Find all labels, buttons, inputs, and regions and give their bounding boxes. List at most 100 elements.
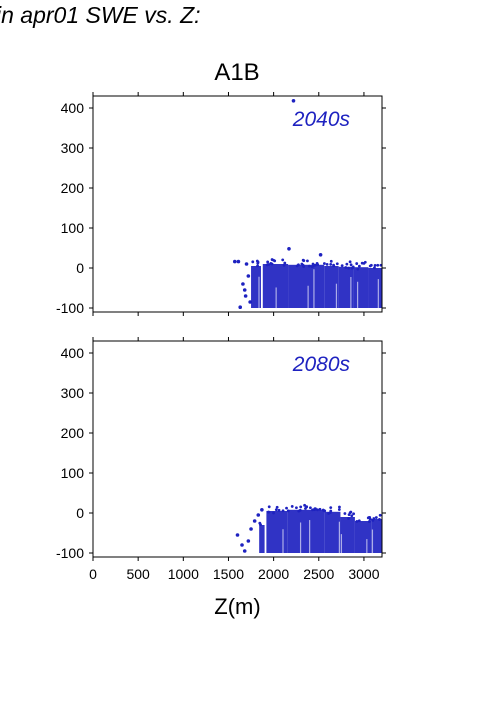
- data-point: [315, 262, 319, 265]
- gap-streak: [377, 279, 379, 312]
- data-point: [323, 509, 327, 513]
- gap-streak: [275, 287, 277, 312]
- data-point: [299, 505, 303, 509]
- data-point: [357, 519, 361, 523]
- data-point: [246, 539, 251, 543]
- y-tick-label: -100: [56, 545, 84, 561]
- data-point: [282, 263, 286, 267]
- y-tick-label: 0: [76, 260, 84, 276]
- data-point: [235, 533, 240, 537]
- data-point: [363, 260, 367, 264]
- data-point: [308, 506, 312, 510]
- data-point: [347, 266, 351, 270]
- point-cloud: [340, 517, 355, 553]
- gap-streak: [371, 529, 374, 557]
- point-cloud: [266, 511, 288, 553]
- panel-bottom: -100 0 100 200 300 400 0 500 1000 1500 2000 2500 300…: [56, 337, 386, 619]
- y-tick-label: 200: [61, 425, 85, 441]
- data-point: [350, 514, 354, 518]
- data-point: [340, 264, 344, 268]
- data-point: [303, 503, 307, 507]
- figure-title: in apr01 SWE vs. Z:: [0, 2, 201, 28]
- data-point: [367, 516, 371, 519]
- data-point: [269, 261, 273, 265]
- y-tick-label: 400: [61, 345, 85, 361]
- data-point: [343, 512, 347, 515]
- data-point: [313, 507, 317, 511]
- data-point: [256, 260, 260, 264]
- data-point: [306, 259, 309, 263]
- data-point: [291, 99, 296, 103]
- data-point: [242, 549, 247, 553]
- x-tick-label: 2000: [258, 566, 289, 582]
- data-point: [352, 512, 356, 516]
- data-point: [281, 509, 285, 513]
- gap-streak: [366, 539, 368, 557]
- gap-streak: [350, 276, 352, 312]
- plot-frame: [92, 340, 383, 558]
- point-cloud: [251, 266, 261, 308]
- data-point: [360, 261, 364, 265]
- data-point: [373, 266, 376, 270]
- gap-streak: [307, 285, 309, 312]
- data-point: [329, 259, 333, 263]
- data-point: [348, 260, 352, 264]
- gap-streak: [282, 529, 284, 557]
- y-tick-label: 300: [61, 385, 85, 401]
- plot-frame: [92, 95, 383, 313]
- point-cloud: [324, 266, 339, 308]
- data-point: [376, 263, 380, 267]
- data-point: [265, 263, 269, 267]
- y-tick-label: -100: [56, 300, 84, 316]
- gap-streak: [309, 520, 311, 557]
- data-point: [286, 509, 290, 513]
- data-point: [243, 294, 248, 298]
- panel-top: -100 0 100 200 300 400 2040s: [56, 92, 386, 316]
- data-point: [281, 258, 285, 262]
- data-point: [335, 262, 339, 266]
- y-tick-label: 300: [61, 140, 85, 156]
- y-tick-label: 200: [61, 180, 85, 196]
- data-point: [355, 520, 359, 523]
- point-cloud: [353, 267, 369, 308]
- data-point: [251, 260, 255, 264]
- data-point: [258, 521, 262, 525]
- data-point: [272, 511, 275, 515]
- data-point: [275, 505, 279, 509]
- y-tick-label: 400: [61, 100, 85, 116]
- data-point: [373, 264, 377, 267]
- data-point: [248, 300, 252, 304]
- panel-label: 2080s: [292, 353, 351, 376]
- data-point: [277, 508, 281, 512]
- panel-label: 2040s: [292, 108, 351, 131]
- y-tick-label: 0: [76, 505, 84, 521]
- data-point: [356, 267, 360, 271]
- x-tick-label: 1000: [168, 566, 199, 582]
- data-point: [378, 518, 381, 521]
- data-point: [338, 505, 341, 509]
- x-tick-label: 500: [126, 566, 150, 582]
- gap-streak: [335, 283, 338, 312]
- x-tick-label: 2500: [303, 566, 334, 582]
- gap-streak: [313, 269, 315, 310]
- data-point: [249, 527, 253, 531]
- data-point: [367, 520, 371, 523]
- data-point: [256, 513, 261, 517]
- scenario-title: A1B: [214, 59, 259, 86]
- data-point: [332, 263, 335, 267]
- gap-streak: [299, 522, 302, 557]
- data-point: [267, 505, 271, 509]
- point-cloud: [288, 264, 325, 308]
- data-point: [378, 513, 382, 517]
- point-cloud: [354, 521, 372, 553]
- data-point: [274, 508, 278, 512]
- data-point: [301, 258, 305, 262]
- point-cloud: [324, 511, 341, 553]
- data-point: [369, 263, 373, 267]
- data-point: [241, 282, 245, 286]
- data-point: [325, 262, 329, 266]
- data-point: [351, 265, 355, 269]
- data-point: [347, 513, 351, 517]
- x-axis-label: Z(m): [214, 594, 260, 619]
